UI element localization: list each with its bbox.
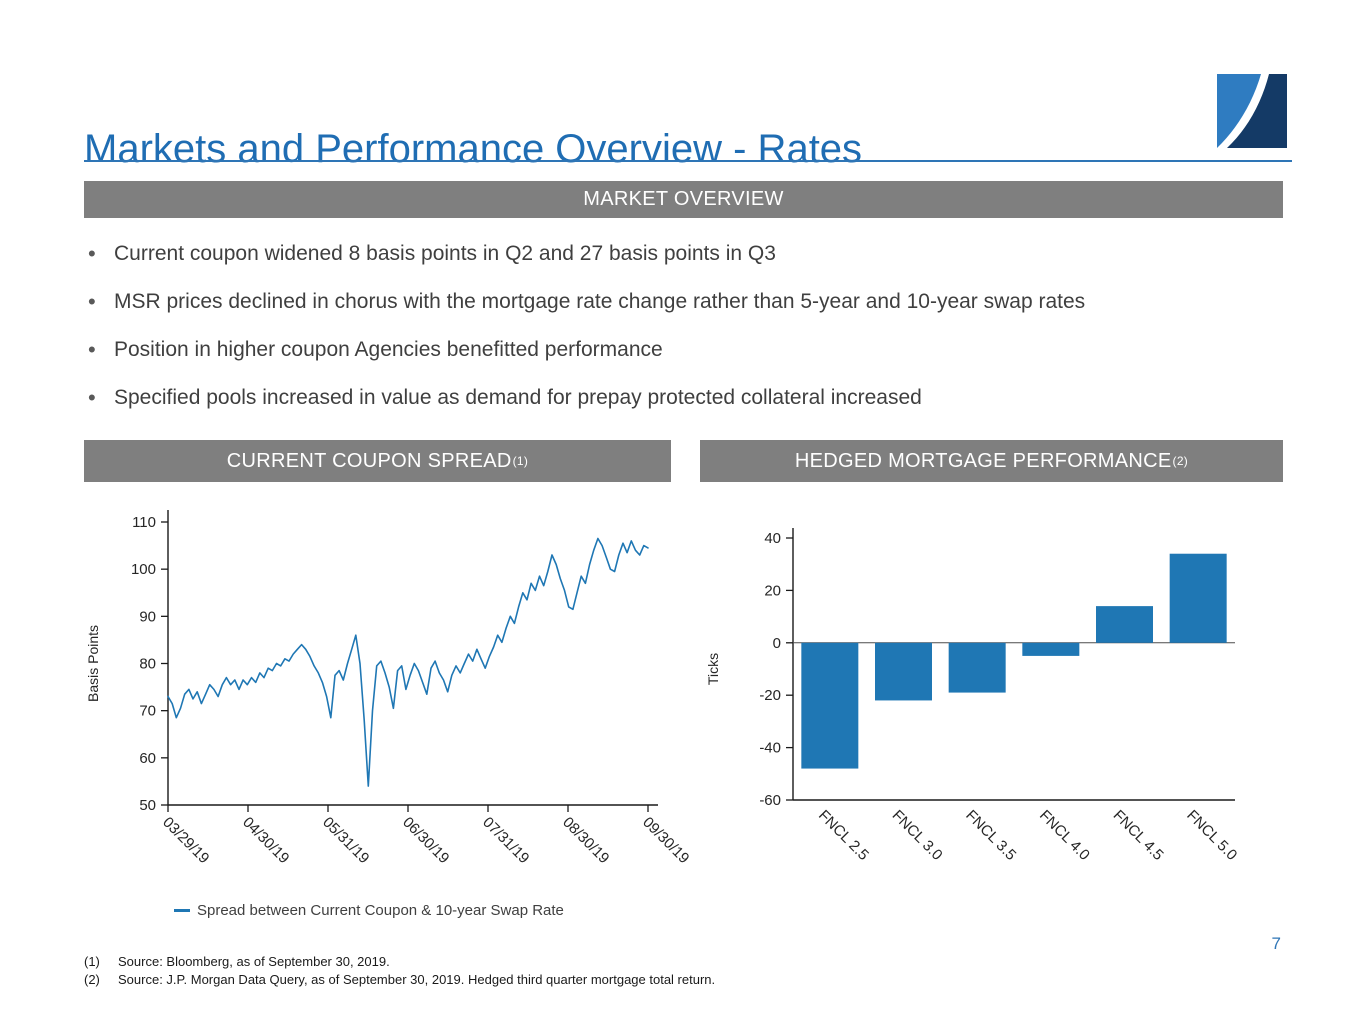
y-axis-tick-label: 110: [132, 514, 156, 531]
y-axis-tick-label: 80: [139, 656, 156, 673]
y-axis-tick-label: 100: [131, 561, 156, 578]
x-axis-tick-label: 07/31/19: [479, 814, 532, 867]
section-header-label: HEDGED MORTGAGE PERFORMANCE: [794, 449, 1172, 472]
x-axis-tick-label: 09/30/19: [639, 814, 692, 867]
y-axis-tick-label: -60: [759, 792, 781, 809]
x-axis-tick-label: FNCL 2.5: [815, 807, 872, 864]
y-axis-tick-label: 40: [764, 530, 781, 547]
x-tick-label-group: 03/29/19: [159, 814, 212, 867]
footnote-marker: (1): [84, 954, 100, 969]
y-axis-title: Basis Points: [85, 625, 101, 702]
x-tick-label-group: FNCL 3.5: [962, 807, 1019, 864]
y-axis-title-group: Ticks: [705, 653, 721, 685]
footnote-text: Source: J.P. Morgan Data Query, as of Se…: [118, 972, 716, 987]
x-axis-tick-label: FNCL 3.5: [962, 807, 1019, 864]
bullet-text: MSR prices declined in chorus with the m…: [114, 290, 1086, 313]
page-number: 7: [1271, 934, 1281, 953]
y-axis-tick-label: 50: [139, 797, 156, 814]
y-axis-tick-label: 60: [139, 750, 156, 767]
title-underline: [84, 160, 1292, 162]
spread-line: [167, 537, 649, 787]
bullet-text: Current coupon widened 8 basis points in…: [114, 242, 776, 265]
bullet-text: Specified pools increased in value as de…: [114, 386, 922, 409]
x-tick-label-group: FNCL 3.0: [889, 807, 946, 864]
y-axis-title: Ticks: [705, 653, 721, 685]
y-axis-tick-label: 90: [139, 608, 156, 625]
coupon-spread-svg: 50 60 70 80 90 100 110 03/29/19 04/30/19 05/31/19…: [85, 510, 692, 867]
section-header-label: CURRENT COUPON SPREAD: [226, 449, 512, 472]
y-axis-tick-label: 20: [764, 582, 781, 599]
company-logo-icon: [1217, 74, 1287, 148]
bullet-text: Position in higher coupon Agencies benef…: [114, 338, 663, 361]
page-title: Markets and Performance Overview - Rates: [84, 126, 863, 171]
x-tick-label-group: FNCL 5.0: [1183, 807, 1240, 864]
bullet-item: Position in higher coupon Agencies benef…: [88, 326, 1288, 374]
footnote: (1) Source: Bloomberg, as of September 3…: [84, 953, 715, 971]
x-axis-tick-label: 08/30/19: [559, 814, 612, 867]
legend-label: Spread between Current Coupon & 10-year …: [197, 902, 564, 919]
hedged-mortgage-performance-header: HEDGED MORTGAGE PERFORMANCE (2): [700, 440, 1283, 482]
market-overview-header: MARKET OVERVIEW: [84, 181, 1283, 218]
x-axis-tick-label: 03/29/19: [159, 814, 212, 867]
x-axis-tick-label: 04/30/19: [239, 814, 292, 867]
x-axis-tick-label: FNCL 4.0: [1036, 807, 1093, 864]
chart-legend: Spread between Current Coupon & 10-year …: [174, 902, 564, 919]
x-tick-label-group: 06/30/19: [399, 814, 452, 867]
coupon-spread-chart: 50 60 70 80 90 100 110 03/29/19 04/30/19 05/31/19…: [84, 500, 692, 950]
performance-bar: [1096, 606, 1153, 643]
x-axis-tick-label: 06/30/19: [399, 814, 452, 867]
x-tick-label-group: 04/30/19: [239, 814, 292, 867]
footnote-marker: (2): [84, 972, 100, 987]
performance-bar: [1169, 553, 1227, 643]
bullet-list: Current coupon widened 8 basis points in…: [88, 230, 1288, 422]
x-axis-tick-label: FNCL 5.0: [1183, 807, 1240, 864]
x-tick-label-group: 07/31/19: [479, 814, 532, 867]
y-axis-tick-label: 0: [773, 635, 781, 652]
hedged-performance-svg: 40 20 0 -20 -40 -60 FNCL 2.5 FNCL 3.0 FNCL 3.5 FN…: [705, 528, 1240, 864]
performance-bar: [875, 642, 932, 701]
performance-bar: [801, 642, 859, 769]
performance-bar: [1022, 642, 1080, 656]
x-tick-label-group: FNCL 4.0: [1036, 807, 1093, 864]
bullet-item: MSR prices declined in chorus with the m…: [88, 278, 1288, 326]
bullet-item: Specified pools increased in value as de…: [88, 374, 1288, 422]
x-tick-label-group: 08/30/19: [559, 814, 612, 867]
current-coupon-spread-header: CURRENT COUPON SPREAD (1): [84, 440, 671, 482]
y-axis-title-group: Basis Points: [85, 625, 101, 702]
hedged-performance-chart: 40 20 0 -20 -40 -60 FNCL 2.5 FNCL 3.0 FNCL 3.5 FN…: [700, 500, 1283, 950]
x-axis-tick-label: FNCL 3.0: [889, 807, 946, 864]
x-tick-label-group: 09/30/19: [639, 814, 692, 867]
market-overview-header-label: MARKET OVERVIEW: [583, 188, 784, 210]
footnote-text: Source: Bloomberg, as of September 30, 2…: [118, 954, 390, 969]
x-tick-label-group: 05/31/19: [319, 814, 372, 867]
y-axis-tick-label: 70: [139, 703, 156, 720]
footnotes: (1) Source: Bloomberg, as of September 3…: [84, 953, 715, 989]
y-axis-tick-label: -20: [759, 687, 781, 704]
x-axis-tick-label: 05/31/19: [319, 814, 372, 867]
x-tick-label-group: FNCL 2.5: [815, 807, 872, 864]
y-axis-tick-label: -40: [759, 740, 781, 757]
footnote: (2) Source: J.P. Morgan Data Query, as o…: [84, 971, 715, 989]
bullet-item: Current coupon widened 8 basis points in…: [88, 230, 1288, 278]
x-axis-tick-label: FNCL 4.5: [1110, 807, 1167, 864]
x-tick-label-group: FNCL 4.5: [1110, 807, 1167, 864]
performance-bar: [948, 642, 1006, 693]
legend-line-swatch: [174, 909, 190, 912]
